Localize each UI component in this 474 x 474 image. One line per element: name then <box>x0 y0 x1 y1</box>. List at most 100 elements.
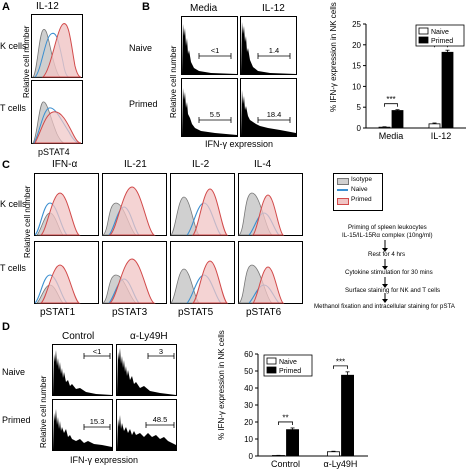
histogram-primed-control: 15.3 <box>52 399 113 451</box>
y-tick-label: 20 <box>244 418 253 427</box>
gate-naive-media: <1 <box>211 46 220 55</box>
bar-primed <box>286 429 300 457</box>
panel-b-histograms: <1 1.4 5.5 18.4 <box>181 16 297 137</box>
y-tick-label: 40 <box>244 384 253 393</box>
bar-naive <box>378 126 391 129</box>
significance-label: ** <box>282 413 288 422</box>
primed-curve <box>34 111 82 144</box>
primed-curve <box>251 266 285 304</box>
bar-primed <box>341 374 355 457</box>
bar-chart-2-ylabel: % IFN-γ expression in NK cells <box>217 330 226 440</box>
panel-b-row-2: Primed <box>129 99 158 109</box>
panel-d-col-1: Control <box>62 331 95 342</box>
flow-step-5: Methanol fixation and intracellular stai… <box>314 303 455 310</box>
panel-c-letter: C <box>2 159 10 171</box>
primed-curve <box>41 23 82 78</box>
histogram-primed-media: 5.5 <box>181 78 238 137</box>
y-tick-label: 5 <box>357 103 362 112</box>
panel-b-row-1: Naive <box>129 43 153 53</box>
histogram-t-pstat3 <box>101 241 167 304</box>
significance-label: *** <box>386 95 395 104</box>
panel-c-col-3: IL-2 <box>192 159 210 170</box>
arrow-down-icon <box>382 240 388 252</box>
gate-naive-ly49h: 3 <box>159 347 163 356</box>
legend-naive-label: Naive <box>351 186 368 193</box>
histogram-t-pstat4 <box>31 80 83 144</box>
histogram-nk-pstat3 <box>101 173 167 236</box>
panel-c-ylabel: Relative cell number <box>23 185 32 258</box>
panel-b-ylabel: Relative cell number <box>169 45 178 118</box>
panel-c-xlabel-3: pSTAT5 <box>178 307 214 318</box>
primed-curve <box>108 186 156 236</box>
y-tick-label: 25 <box>352 20 361 29</box>
panel-d-letter: D <box>2 321 10 333</box>
significance-bracket <box>278 421 293 425</box>
panel-a-histograms <box>31 14 83 144</box>
histogram-nk-pstat5 <box>169 173 235 236</box>
legend-swatch-naive <box>418 27 429 35</box>
histogram-t-pstat5 <box>169 241 235 304</box>
legend-label-primed: Primed <box>431 38 453 45</box>
flow-step-1b: IL-15/IL-15Rα complex (10ng/ml) <box>342 232 433 239</box>
y-tick-label: 0 <box>357 124 362 133</box>
primed-curve <box>39 264 81 304</box>
histogram-naive-media: <1 <box>181 16 238 75</box>
gate-primed-il12: 18.4 <box>267 110 282 119</box>
flow-step-4: Surface staining for NK and T cells <box>345 287 441 294</box>
panel-b-letter: B <box>142 1 150 13</box>
y-tick-label: 60 <box>244 350 253 359</box>
panel-c-histograms <box>34 173 303 304</box>
significance-bracket <box>333 365 348 369</box>
panel-d-histograms: <1 3 15.3 48.5 <box>52 344 177 451</box>
panel-b-col-1: Media <box>190 3 218 14</box>
panel-c-row-2: T cells <box>0 263 26 273</box>
x-category-label: α-Ly49H <box>324 459 358 469</box>
arrow-down-icon <box>382 277 388 288</box>
panel-a-xlabel: pSTAT4 <box>38 147 70 157</box>
arrow-down-icon <box>382 259 388 270</box>
arrow-down-icon <box>382 293 388 303</box>
gate-primed-ly49h: 48.5 <box>153 415 168 424</box>
flow-arrows <box>382 240 388 303</box>
legend-swatch-primed <box>418 36 429 44</box>
y-tick-label: 10 <box>244 435 253 444</box>
y-tick-label: 0 <box>249 452 254 461</box>
panel-b-xlabel: IFN-γ expression <box>205 139 274 149</box>
bar-primed <box>391 110 404 129</box>
flow-step-2: Rest for 4 hrs <box>368 251 406 258</box>
significance-label: *** <box>336 357 345 366</box>
histogram-t-pstat6 <box>237 241 303 304</box>
panel-d-xlabel: IFN-γ expression <box>70 455 139 465</box>
primed-curve <box>251 194 285 236</box>
histogram-naive-il12: 1.4 <box>240 16 297 75</box>
panel-c-xlabel-1: pSTAT1 <box>40 307 76 318</box>
histogram-naive-ly49h: 3 <box>116 344 177 396</box>
gate-naive-control: <1 <box>93 347 102 356</box>
histogram-primed-il12: 18.4 <box>240 78 297 137</box>
panel-c-xlabel-2: pSTAT3 <box>112 307 148 318</box>
panel-c-col-1: IFN-α <box>52 159 78 170</box>
legend-swatch-primed <box>266 366 277 374</box>
y-tick-label: 30 <box>244 401 253 410</box>
bar-chart-2: 0 10 20 30 40 50 60 Control ** α-Ly49H *** Naive Pri… <box>244 350 368 469</box>
primed-curve <box>191 188 229 236</box>
flow-step-3: Cytokine stimulation for 30 mins <box>345 269 433 276</box>
gate-primed-media: 5.5 <box>210 110 220 119</box>
histogram-nk-pstat1 <box>34 173 99 236</box>
panel-c-col-2: IL-21 <box>124 159 147 170</box>
legend-label-naive: Naive <box>431 29 449 36</box>
significance-bracket <box>384 103 398 107</box>
x-category-label: Media <box>379 131 404 141</box>
legend-label-naive: Naive <box>279 359 297 366</box>
panel-d-row-2: Primed <box>2 415 31 425</box>
panel-d-col-2: α-Ly49H <box>130 331 168 342</box>
x-category-label: Control <box>271 459 300 469</box>
bar-legend: Naive Primed <box>263 354 313 377</box>
panel-a-title: IL-12 <box>36 1 59 12</box>
histogram-t-pstat1 <box>34 241 99 304</box>
panel-b-col-2: IL-12 <box>262 3 285 14</box>
primed-curve <box>39 192 81 236</box>
panel-c-legend: Isotype Naive Primed <box>333 173 383 211</box>
y-tick-label: 10 <box>352 82 361 91</box>
legend-primed-label: Primed <box>351 196 372 203</box>
